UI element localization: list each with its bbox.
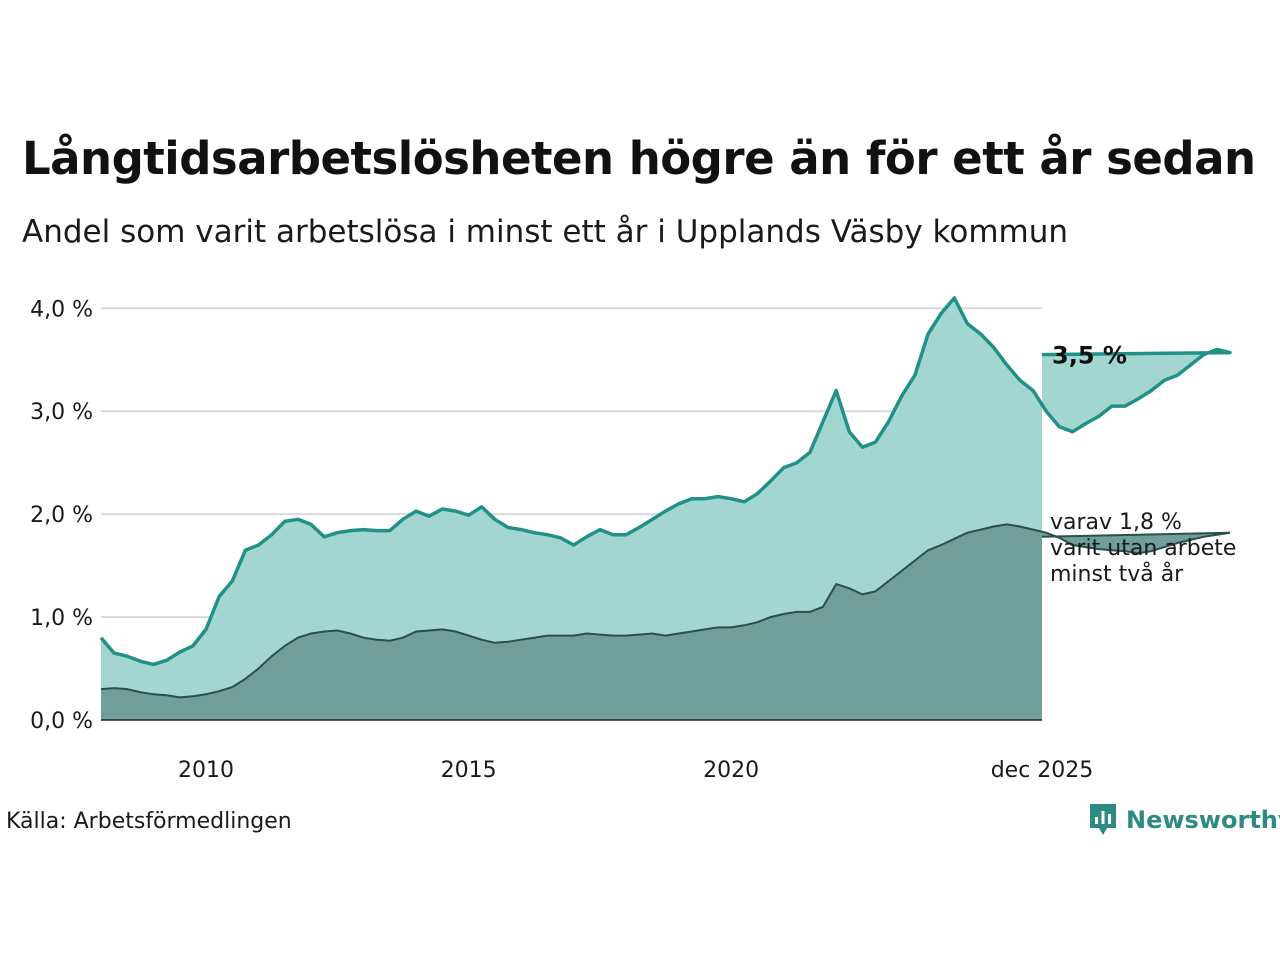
newsworthy-logo-icon: [1090, 804, 1116, 835]
area-very-long-term-unemployed: [101, 524, 1230, 720]
y-tick-label: 4,0 %: [30, 297, 93, 322]
line-long-term-unemployed: [99, 296, 1232, 667]
chart-subtitle: Andel som varit arbetslösa i minst ett å…: [22, 214, 1069, 250]
y-tick-label: 0,0 %: [30, 709, 93, 734]
end-label-line: varav 1,8 %: [1050, 510, 1182, 535]
end-label-line: varit utan arbete: [1050, 536, 1236, 561]
source-note: Källa: Arbetsförmedlingen: [6, 809, 292, 834]
x-tick-label: 2020: [703, 758, 759, 783]
x-tick-label: 2015: [441, 758, 497, 783]
end-label-long-term: 3,5 %: [1052, 342, 1127, 370]
x-tick-label: dec 2025: [991, 758, 1094, 783]
y-tick-label: 2,0 %: [30, 503, 93, 528]
x-tick-label: 2010: [178, 758, 234, 783]
line-very-long-term-unemployed: [100, 523, 1231, 699]
brand-name: Newsworthy: [1126, 806, 1280, 834]
y-tick-label: 1,0 %: [30, 606, 93, 631]
y-tick-label: 3,0 %: [30, 400, 93, 425]
end-label-very-long-term: varav 1,8 % varit utan arbete minst två år: [1050, 510, 1236, 587]
y-axis-ticks: 0,0 % 1,0 % 2,0 % 3,0 % 4,0 %: [30, 297, 93, 734]
brand-logo: Newsworthy: [1088, 802, 1280, 838]
end-label-line: minst två år: [1050, 561, 1184, 587]
x-axis-ticks: 2010 2015 2020 dec 2025: [178, 758, 1093, 783]
chart-title: Långtidsarbetslösheten högre än för ett …: [22, 132, 1256, 185]
